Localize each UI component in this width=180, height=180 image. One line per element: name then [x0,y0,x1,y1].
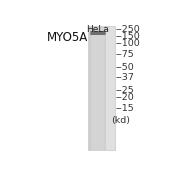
Text: --75: --75 [116,50,135,59]
Text: --250: --250 [116,25,141,34]
Text: --100: --100 [116,39,141,48]
Text: --37: --37 [116,73,135,82]
Bar [91,26,92,150]
Text: --15: --15 [116,104,135,113]
Text: --50: --50 [116,63,135,72]
Text: HeLa: HeLa [86,25,109,34]
Bar [91,31,105,35]
Text: --150: --150 [116,32,141,41]
Text: (kd): (kd) [111,116,130,125]
Text: --25: --25 [116,86,135,95]
Bar [89,26,106,150]
Text: MYO5A: MYO5A [46,31,88,44]
Text: --20: --20 [116,93,135,102]
Bar [90,26,91,150]
Bar [105,26,106,150]
Bar [90,31,105,35]
Bar [88,26,115,150]
Bar [104,26,105,150]
Bar [89,26,90,150]
